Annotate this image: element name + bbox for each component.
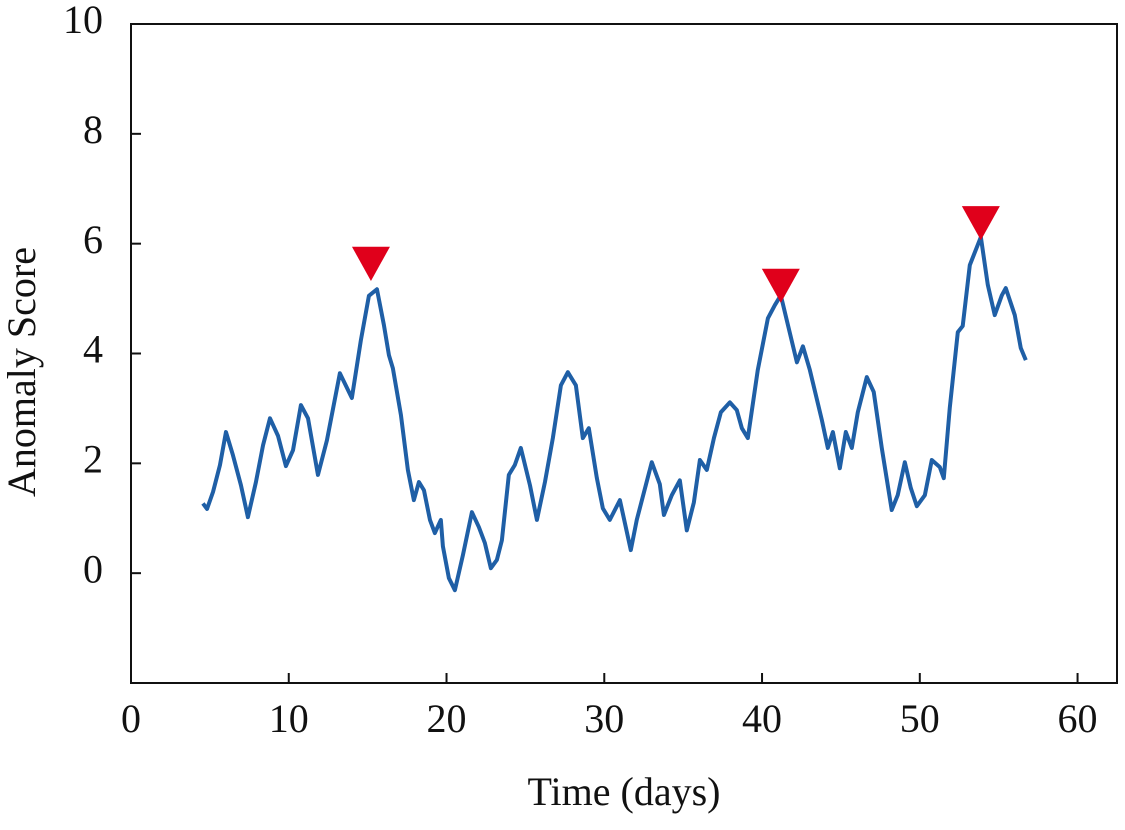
y-tick-label: 0 — [83, 546, 103, 591]
peak-marker — [351, 246, 390, 281]
x-tick-label: 30 — [584, 696, 624, 741]
y-tick-label: 2 — [83, 437, 103, 482]
y-axis-label: Anomaly Score — [0, 247, 44, 497]
x-tick-label: 60 — [1058, 696, 1098, 741]
x-tick-label: 0 — [121, 696, 141, 741]
peak-marker — [961, 206, 1000, 241]
x-tick-label: 10 — [269, 696, 309, 741]
x-tick-label: 50 — [900, 696, 940, 741]
y-tick-label: 6 — [83, 217, 103, 262]
x-tick-label: 40 — [742, 696, 782, 741]
x-tick-label: 20 — [427, 696, 467, 741]
y-tick-label: 4 — [83, 327, 103, 372]
data-line — [201, 235, 1028, 593]
x-axis-label: Time (days) — [528, 769, 721, 814]
y-tick-label: 10 — [63, 0, 103, 42]
y-tick-label: 8 — [83, 107, 103, 152]
peak-marker — [761, 268, 800, 303]
plot-frame — [130, 23, 1118, 684]
